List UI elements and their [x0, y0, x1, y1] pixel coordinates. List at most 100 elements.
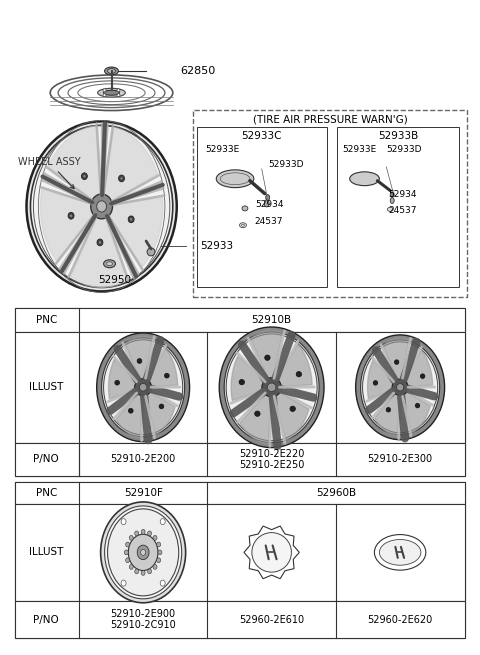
Ellipse shape: [356, 335, 444, 440]
Ellipse shape: [374, 534, 426, 570]
Text: 52933D: 52933D: [386, 145, 422, 153]
Text: 52950: 52950: [98, 274, 131, 284]
Text: WHEEL ASSY: WHEEL ASSY: [18, 157, 80, 189]
Ellipse shape: [129, 408, 133, 413]
Text: 52910B: 52910B: [252, 315, 292, 325]
Ellipse shape: [70, 214, 72, 217]
Text: 52933D: 52933D: [269, 160, 304, 170]
Text: 52934: 52934: [255, 200, 283, 209]
Ellipse shape: [158, 550, 162, 555]
Ellipse shape: [141, 571, 145, 575]
Text: 52910-2E300: 52910-2E300: [368, 455, 432, 464]
Ellipse shape: [156, 542, 161, 547]
Circle shape: [103, 89, 106, 92]
Ellipse shape: [96, 201, 107, 212]
Ellipse shape: [91, 194, 112, 219]
Text: P/NO: P/NO: [34, 455, 59, 464]
Polygon shape: [40, 189, 102, 261]
Circle shape: [103, 94, 106, 97]
Text: ILLUST: ILLUST: [29, 383, 63, 392]
Bar: [14, 309, 466, 476]
Ellipse shape: [350, 172, 379, 185]
Ellipse shape: [121, 580, 126, 586]
Ellipse shape: [137, 545, 149, 559]
Polygon shape: [400, 387, 430, 433]
Ellipse shape: [226, 334, 317, 441]
Bar: [197, 127, 327, 288]
Ellipse shape: [219, 327, 324, 447]
Ellipse shape: [141, 550, 145, 555]
Ellipse shape: [239, 379, 244, 384]
Text: 52910-2E200: 52910-2E200: [110, 455, 176, 464]
Ellipse shape: [241, 224, 244, 226]
Ellipse shape: [264, 355, 270, 360]
Circle shape: [117, 89, 120, 92]
Ellipse shape: [30, 125, 173, 288]
Polygon shape: [71, 206, 127, 288]
Polygon shape: [125, 336, 152, 387]
Ellipse shape: [387, 208, 393, 212]
Text: 52933E: 52933E: [205, 145, 240, 153]
Text: 52910-2E220
52910-2E250: 52910-2E220 52910-2E250: [239, 449, 304, 470]
Polygon shape: [143, 387, 175, 435]
Ellipse shape: [104, 260, 116, 268]
Ellipse shape: [141, 529, 145, 534]
Ellipse shape: [135, 379, 152, 396]
Ellipse shape: [96, 333, 190, 441]
Ellipse shape: [216, 170, 254, 187]
Polygon shape: [272, 344, 312, 387]
Ellipse shape: [266, 195, 270, 200]
Ellipse shape: [360, 340, 440, 435]
Ellipse shape: [255, 411, 260, 417]
Text: 52933B: 52933B: [378, 131, 418, 141]
Polygon shape: [383, 338, 409, 387]
Ellipse shape: [107, 262, 112, 266]
Ellipse shape: [26, 121, 177, 291]
Ellipse shape: [242, 206, 248, 211]
Text: 24537: 24537: [255, 217, 283, 226]
Ellipse shape: [147, 531, 152, 536]
Polygon shape: [244, 526, 300, 578]
Ellipse shape: [420, 374, 425, 379]
Polygon shape: [116, 387, 143, 438]
Ellipse shape: [296, 371, 301, 377]
Ellipse shape: [156, 558, 161, 563]
Text: 52910-2E900
52910-2C910: 52910-2E900 52910-2C910: [110, 608, 176, 630]
Ellipse shape: [129, 535, 133, 540]
Ellipse shape: [373, 381, 378, 385]
Ellipse shape: [267, 383, 276, 392]
Ellipse shape: [82, 173, 87, 179]
Ellipse shape: [153, 535, 157, 540]
Ellipse shape: [240, 223, 246, 228]
Bar: [14, 504, 466, 601]
Ellipse shape: [224, 332, 319, 443]
Ellipse shape: [115, 381, 120, 385]
Ellipse shape: [124, 550, 128, 555]
Text: 52960B: 52960B: [316, 488, 356, 498]
Polygon shape: [400, 350, 432, 387]
Ellipse shape: [126, 558, 130, 563]
Ellipse shape: [386, 407, 391, 412]
Ellipse shape: [262, 378, 281, 397]
Text: 52933: 52933: [201, 241, 234, 251]
Bar: [14, 443, 466, 476]
Ellipse shape: [105, 67, 119, 75]
Bar: [337, 127, 459, 288]
Ellipse shape: [153, 565, 157, 569]
Ellipse shape: [101, 502, 186, 603]
Bar: [14, 482, 466, 504]
Ellipse shape: [147, 569, 152, 574]
Ellipse shape: [120, 177, 123, 180]
Text: 24537: 24537: [388, 206, 417, 215]
Text: 62850: 62850: [180, 66, 216, 76]
Ellipse shape: [160, 519, 165, 525]
Ellipse shape: [379, 540, 421, 565]
Text: ILLUST: ILLUST: [29, 548, 63, 557]
Bar: [192, 109, 468, 297]
Ellipse shape: [121, 519, 126, 525]
Text: 52960-2E610: 52960-2E610: [239, 614, 304, 625]
Bar: [14, 601, 466, 639]
Ellipse shape: [126, 542, 130, 547]
Ellipse shape: [135, 569, 139, 574]
Ellipse shape: [97, 88, 125, 97]
